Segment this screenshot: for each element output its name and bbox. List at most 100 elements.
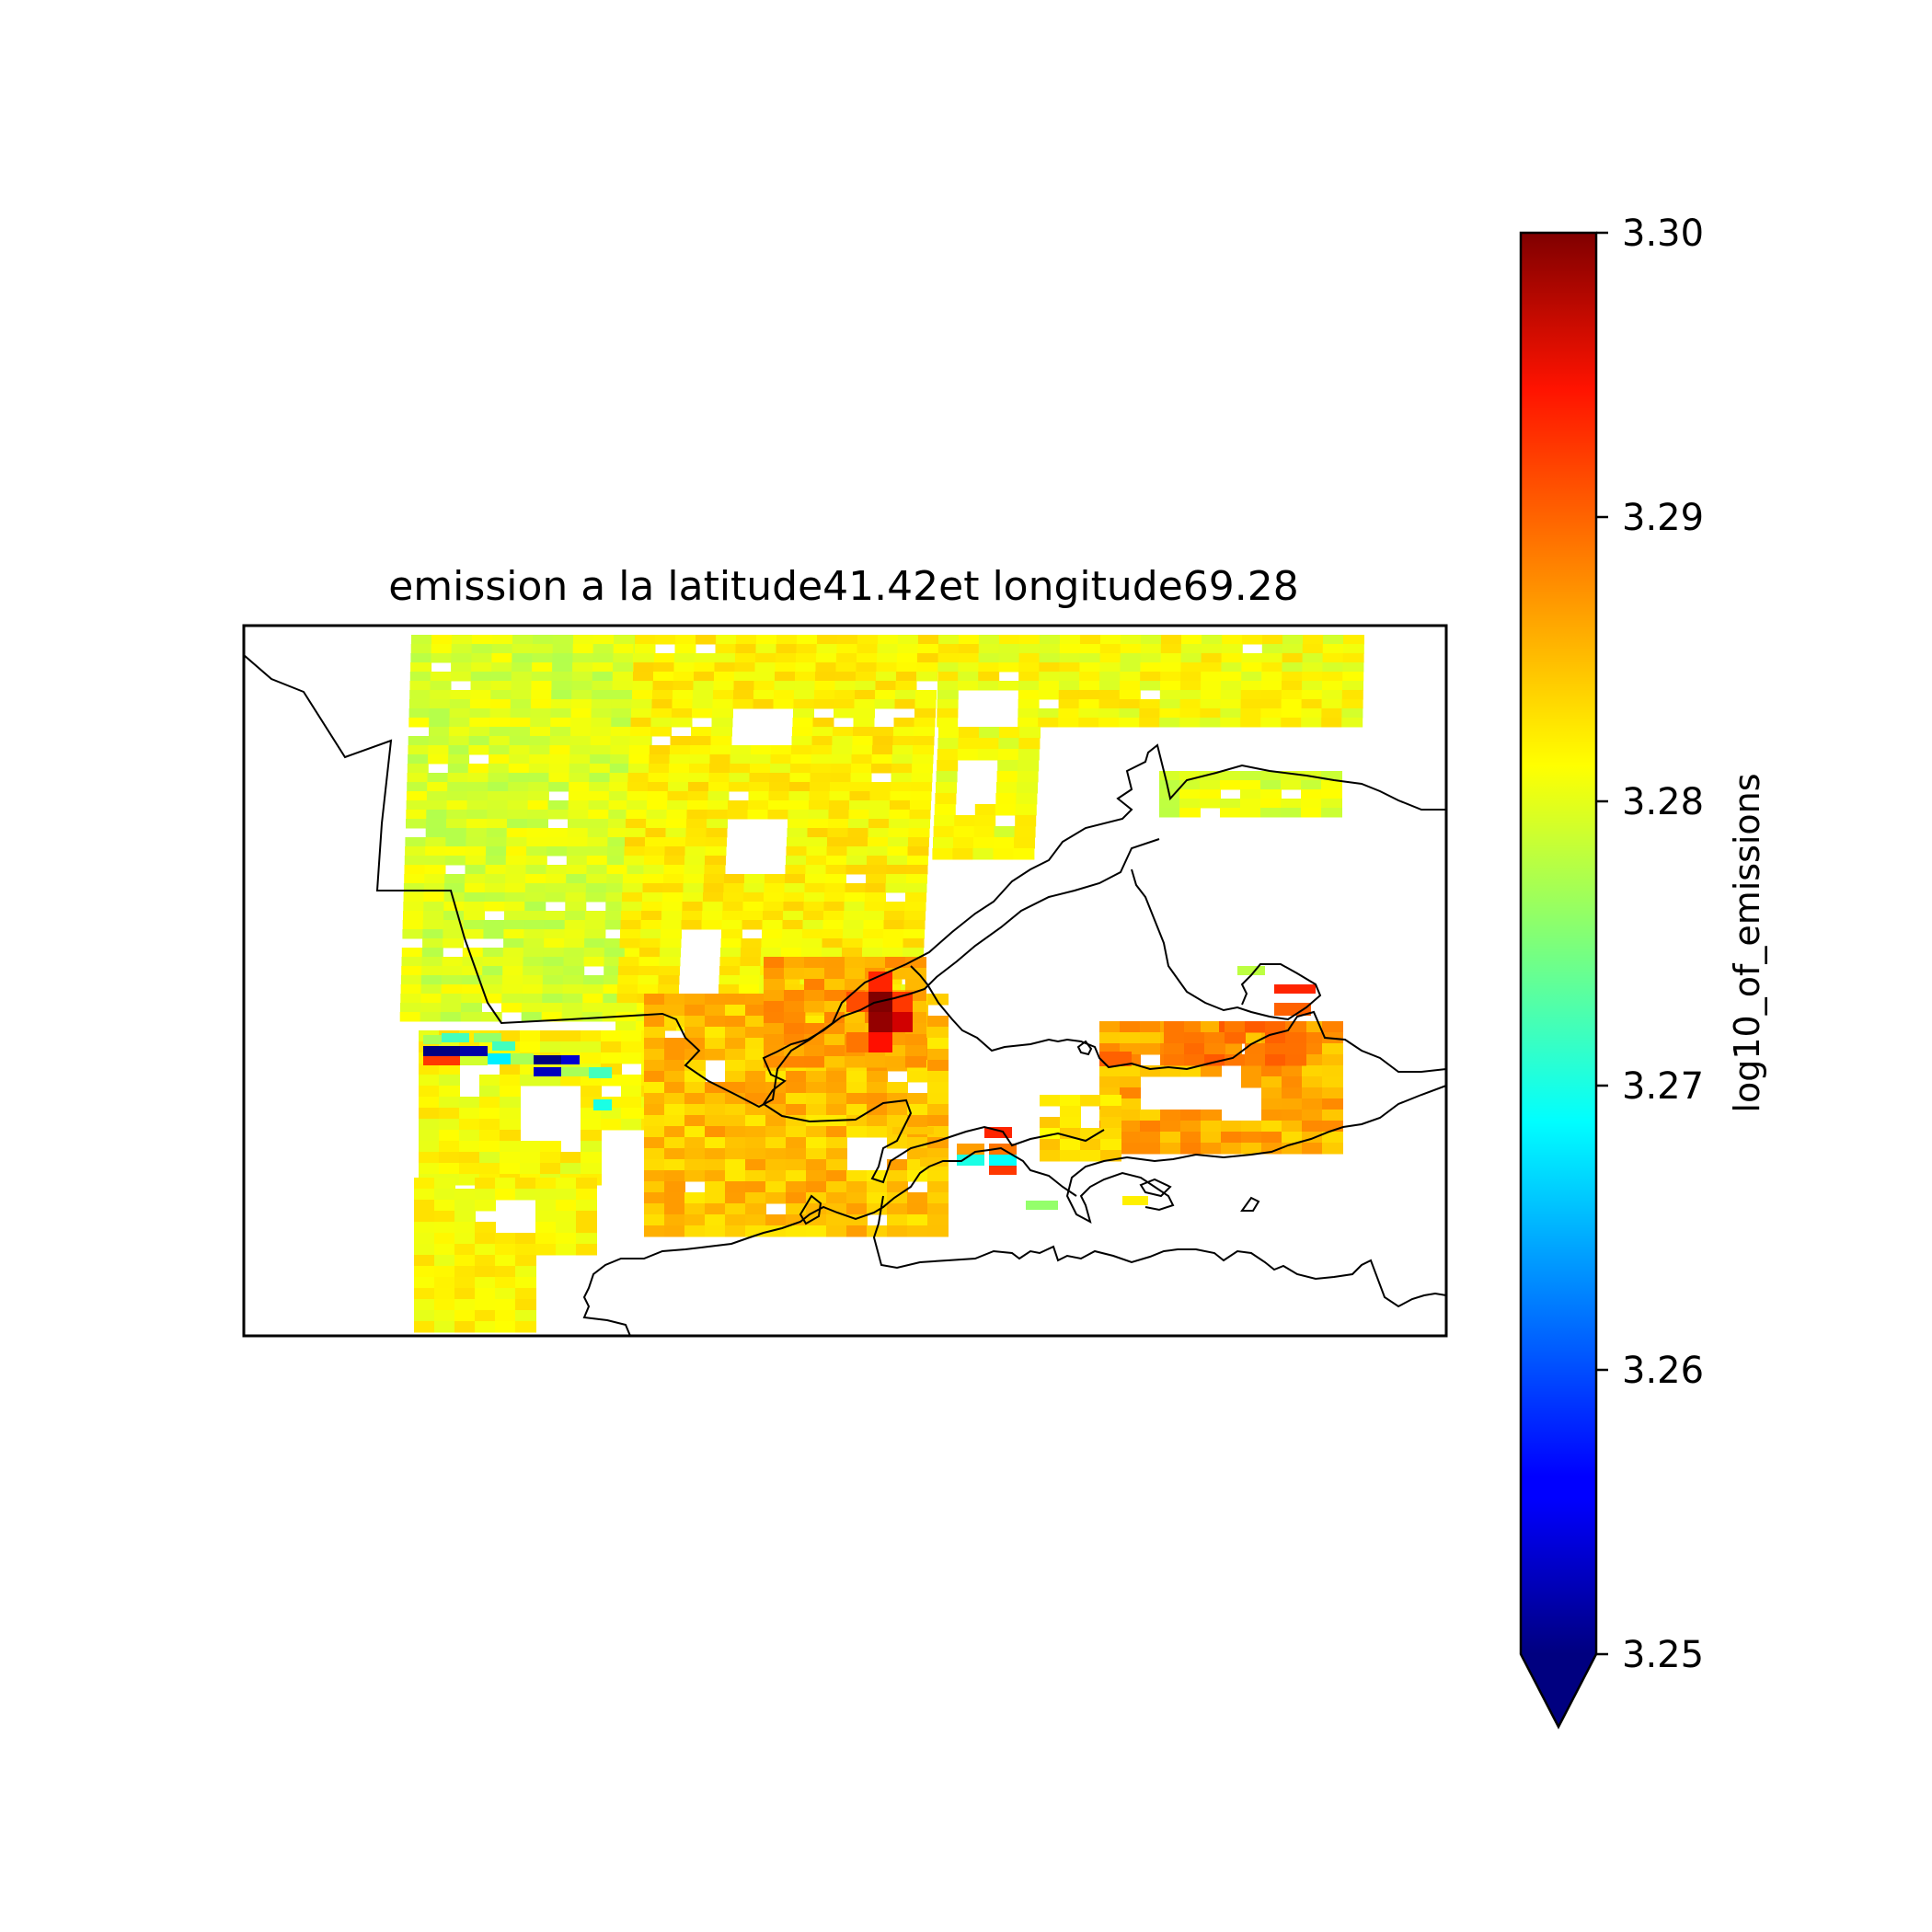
- emission-cell: [745, 1214, 766, 1226]
- emission-cell: [826, 1170, 847, 1182]
- emission-cell: [485, 856, 507, 866]
- emission-cell: [974, 815, 996, 827]
- emission-cell: [490, 672, 512, 682]
- emission-cell: [904, 911, 926, 921]
- emission-cell: [644, 1060, 665, 1072]
- emission-cell: [515, 1178, 536, 1190]
- emission-cell: [867, 1225, 888, 1237]
- emission-cell: [1201, 681, 1222, 691]
- emission-cell: [687, 791, 709, 801]
- emission-cell: [624, 856, 645, 866]
- emission-cell: [406, 819, 427, 829]
- emission-cell: [745, 1082, 766, 1094]
- emission-cell: [764, 1001, 785, 1013]
- emission-cell: [702, 902, 724, 912]
- emission-cell: [605, 892, 627, 903]
- emission-cell: [1140, 672, 1162, 682]
- emission-cell: [869, 800, 891, 811]
- emission-cell: [475, 1277, 496, 1289]
- emission-cell: [765, 1148, 787, 1160]
- emission-cell: [608, 819, 629, 829]
- emission-cell: [535, 1211, 557, 1223]
- emission-cell: [606, 865, 628, 875]
- emission-cell: [659, 966, 680, 976]
- emission-cell: [439, 1086, 460, 1098]
- emission-cell: [745, 1192, 766, 1204]
- emission-cell: [1245, 1043, 1266, 1055]
- emission-cell: [756, 635, 777, 645]
- emission-cell: [786, 1170, 807, 1182]
- emission-cell: [1180, 1110, 1202, 1121]
- emission-cell: [776, 653, 797, 663]
- emission-cell: [1098, 708, 1121, 719]
- emission-cell: [1179, 699, 1202, 709]
- emission-cell: [684, 1082, 706, 1094]
- emission-cell: [616, 994, 638, 1004]
- emission-cell: [846, 1082, 868, 1094]
- emission-cell: [468, 736, 490, 746]
- emission-cell: [1240, 789, 1261, 799]
- emission-cell: [434, 1233, 455, 1245]
- emission-cell: [1204, 1043, 1225, 1055]
- colorbar-label: log10_of_emissions: [1727, 773, 1767, 1112]
- emission-cell: [549, 745, 571, 755]
- emission-cell: [556, 1211, 577, 1223]
- emission-cell: [644, 1148, 665, 1160]
- emission-cell: [728, 800, 749, 811]
- emission-cell: [1221, 681, 1242, 691]
- emission-cell: [786, 1093, 807, 1105]
- emission-cell: [705, 856, 726, 866]
- emission-cell: [534, 1055, 561, 1064]
- emission-cell: [786, 1071, 807, 1083]
- emission-cell: [1120, 653, 1142, 663]
- emission-cell: [504, 883, 526, 893]
- emission-cell: [683, 883, 705, 893]
- emission-cell: [904, 902, 926, 912]
- emission-cell: [570, 699, 592, 709]
- emission-cell: [742, 920, 764, 930]
- emission-cell: [454, 1189, 476, 1201]
- emission-cell: [866, 874, 887, 884]
- emission-cell: [1099, 653, 1121, 663]
- emission-cell: [1261, 672, 1283, 682]
- emission-cell: [544, 920, 566, 930]
- emission-cell: [535, 1222, 557, 1234]
- emission-cell: [1160, 1143, 1181, 1155]
- emission-cell: [664, 1082, 685, 1094]
- emission-cell: [911, 782, 932, 792]
- emission-cell: [782, 920, 804, 930]
- emission-cell: [606, 874, 628, 884]
- emission-cell: [1159, 808, 1180, 818]
- emission-cell: [591, 699, 613, 709]
- emission-cell: [439, 1152, 460, 1164]
- emission-cell: [811, 745, 833, 755]
- emission-cell: [1120, 1110, 1141, 1121]
- emission-cell: [811, 736, 834, 746]
- emission-cell: [769, 773, 791, 783]
- emission-cell: [842, 938, 864, 949]
- emission-cell: [725, 1071, 746, 1083]
- emission-cell: [1262, 635, 1283, 645]
- emission-cell: [837, 635, 858, 645]
- emission-cell: [1302, 644, 1324, 654]
- emission-cell: [892, 736, 914, 746]
- emission-cell: [684, 1016, 706, 1028]
- emission-cell: [765, 1104, 787, 1116]
- emission-cell: [725, 1027, 746, 1039]
- emission-cell: [571, 672, 593, 682]
- emission-cell: [848, 810, 870, 820]
- emission-cell: [765, 1214, 787, 1226]
- emission-cell: [419, 1152, 440, 1164]
- emission-cell: [461, 994, 483, 1004]
- emission-cell: [807, 837, 828, 847]
- emission-cell: [958, 681, 979, 691]
- emission-cell: [1040, 1117, 1061, 1129]
- emission-cell: [958, 738, 980, 750]
- emission-cell: [603, 1003, 624, 1013]
- emission-cell: [659, 957, 681, 967]
- emission-cell: [565, 883, 587, 893]
- emission-cell: [589, 782, 611, 792]
- emission-cell: [954, 815, 976, 827]
- emission-cell: [824, 1001, 845, 1013]
- emission-cell: [764, 1045, 785, 1057]
